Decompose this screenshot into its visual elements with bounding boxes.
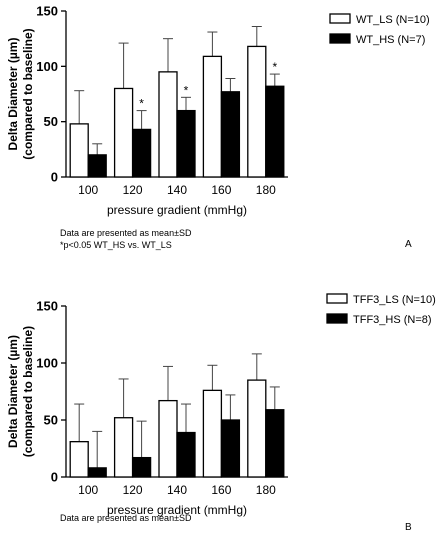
panel-a-bar-s2	[220, 91, 241, 178]
panel-a-legend-label: WT_LS (N=10)	[356, 14, 430, 26]
panel-a-bar-s1	[158, 71, 178, 178]
panel-a-note-2: *p<0.05 WT_HS vs. WT_LS	[60, 240, 172, 250]
panel-a-y-tick-label: 150	[36, 4, 58, 19]
panel-b-x-tick-label: 120	[123, 483, 143, 497]
panel-a-significance-marker: *	[184, 83, 189, 97]
panel-b-note-1: Data are presented as mean±SD	[60, 513, 192, 523]
panel-b-bar-s2	[220, 419, 241, 478]
panel-b-x-tick-label: 140	[167, 483, 187, 497]
panel-b-legend-swatch	[326, 293, 348, 304]
panel-a-x-tick-label: 160	[211, 183, 231, 197]
panel-a-y-tick-label: 50	[44, 114, 58, 129]
panel-a-y-axis-label: Delta Diameter (µm)	[6, 38, 20, 151]
panel-b-x-axis-label: pressure gradient (mmHg)	[107, 503, 247, 517]
panel-b-x-tick-label: 160	[211, 483, 231, 497]
panel-a-bar-s1	[202, 55, 223, 178]
panel-a-bar-s2	[176, 109, 196, 178]
panel-b-y-axis-label-2: (compared to baseline)	[21, 326, 35, 457]
panel-b-bar-s1	[158, 399, 178, 478]
panel-b-legend-label: TFF3_HS (N=8)	[353, 314, 432, 326]
panel-a-y-tick-label: 0	[51, 170, 58, 185]
panel-a-bar-s2	[131, 128, 152, 178]
panel-a-x-axis-label: pressure gradient (mmHg)	[107, 203, 247, 217]
panel-a-x-tick-label: 120	[123, 183, 143, 197]
panel-a-legend-swatch	[329, 33, 351, 44]
panel-a-bar-s1	[247, 45, 267, 178]
panel-b-bar-s2	[265, 409, 285, 478]
panel-a-significance-marker: *	[272, 60, 277, 74]
panel-a-label: A	[405, 239, 412, 250]
panel-a-legend-swatch	[329, 13, 351, 24]
panel-b-bar-s2	[87, 467, 107, 478]
panel-a-legend-label: WT_HS (N=7)	[356, 34, 425, 46]
panel-b-label: B	[405, 522, 412, 533]
panel-b-bar-s1	[247, 379, 267, 478]
panel-a-bar-s2	[87, 154, 107, 178]
panel-a-y-axis-label-2: (compared to baseline)	[21, 28, 35, 159]
chart-panel-b: 0 50 100 150 Delta Diameter (µm) (compared to…	[6, 293, 436, 517]
panel-b-bar-s2	[176, 431, 196, 478]
panel-b-legend-swatch	[326, 313, 348, 324]
panel-b-y-tick-label: 0	[51, 470, 58, 485]
panel-a-bar-s1	[69, 123, 89, 178]
panel-a-significance-marker: *	[139, 97, 144, 111]
panel-b-x-tick-label: 100	[78, 483, 98, 497]
panel-b-legend-label: TFF3_LS (N=10)	[353, 294, 436, 306]
panel-a-note-1: Data are presented as mean±SD	[60, 228, 192, 238]
panel-a-y-tick-label: 100	[36, 59, 58, 74]
panel-b-y-axis-label: Delta Diameter (µm)	[6, 335, 20, 448]
panel-a-bar-s1	[113, 87, 134, 178]
panel-b-y-tick-label: 150	[36, 299, 58, 314]
panel-b-bar-s1	[69, 441, 89, 478]
panel-a-x-tick-label: 180	[256, 183, 276, 197]
panel-b-bar-s1	[113, 417, 134, 478]
panel-b-y-tick-label: 50	[44, 413, 58, 428]
panel-b-bar-s2	[131, 456, 152, 478]
panel-a-x-tick-label: 140	[167, 183, 187, 197]
chart-panel-a: 0 50 100 150 Delta Diameter (µm) (compared to…	[6, 4, 430, 218]
panel-b-bar-s1	[202, 389, 223, 478]
panel-b-x-tick-label: 180	[256, 483, 276, 497]
panel-a-bar-s2	[265, 85, 285, 178]
panel-b-y-tick-label: 100	[36, 356, 58, 371]
panel-a-x-tick-label: 100	[78, 183, 98, 197]
